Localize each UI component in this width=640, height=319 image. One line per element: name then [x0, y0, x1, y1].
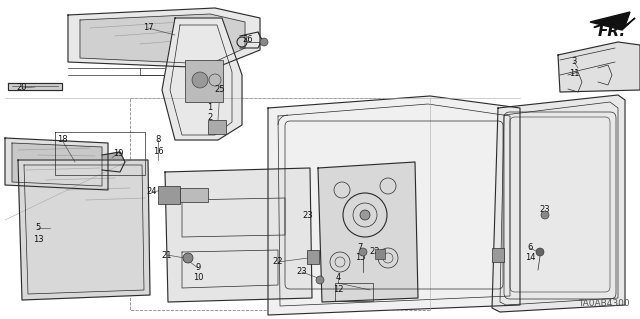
- Text: 1: 1: [207, 103, 212, 113]
- Text: FR.: FR.: [598, 25, 626, 40]
- Polygon shape: [492, 95, 625, 312]
- Polygon shape: [102, 152, 125, 172]
- Polygon shape: [558, 42, 640, 92]
- Text: 25: 25: [215, 85, 225, 94]
- Polygon shape: [5, 138, 108, 190]
- Text: 11: 11: [569, 69, 579, 78]
- Circle shape: [316, 276, 324, 284]
- Polygon shape: [318, 162, 418, 302]
- Text: 14: 14: [525, 254, 535, 263]
- Bar: [492, 248, 504, 262]
- Text: 12: 12: [333, 285, 343, 293]
- Text: 22: 22: [273, 257, 284, 266]
- Text: 26: 26: [243, 35, 253, 44]
- Text: 13: 13: [33, 234, 44, 243]
- Bar: [158, 186, 180, 204]
- Circle shape: [360, 210, 370, 220]
- Bar: [375, 249, 385, 259]
- Polygon shape: [268, 96, 520, 315]
- Polygon shape: [165, 168, 312, 302]
- Polygon shape: [18, 160, 150, 300]
- Text: 16: 16: [153, 147, 163, 157]
- Circle shape: [260, 38, 268, 46]
- Circle shape: [536, 248, 544, 256]
- Text: 2: 2: [207, 114, 212, 122]
- Text: 6: 6: [527, 243, 532, 253]
- Polygon shape: [80, 14, 245, 64]
- Polygon shape: [12, 143, 102, 186]
- Bar: [335, 283, 373, 301]
- Text: 9: 9: [195, 263, 200, 272]
- Text: 8: 8: [156, 136, 161, 145]
- Text: 5: 5: [35, 224, 40, 233]
- Text: TA0AB4300: TA0AB4300: [579, 299, 630, 308]
- Text: 21: 21: [162, 250, 172, 259]
- Text: 15: 15: [355, 254, 365, 263]
- Text: 24: 24: [147, 188, 157, 197]
- Text: 20: 20: [17, 84, 28, 93]
- Text: 3: 3: [572, 57, 577, 66]
- Polygon shape: [590, 12, 635, 30]
- Polygon shape: [68, 8, 260, 68]
- Circle shape: [541, 211, 549, 219]
- Text: 4: 4: [335, 273, 340, 283]
- Bar: [180, 188, 208, 202]
- Text: 23: 23: [540, 205, 550, 214]
- Text: 17: 17: [143, 24, 154, 33]
- Text: 23: 23: [303, 211, 314, 219]
- Text: 22: 22: [370, 248, 380, 256]
- Circle shape: [192, 72, 208, 88]
- Bar: [307, 250, 319, 264]
- Bar: [208, 120, 226, 134]
- Text: 18: 18: [57, 136, 67, 145]
- Circle shape: [359, 248, 367, 256]
- Polygon shape: [162, 18, 242, 140]
- Text: 23: 23: [297, 268, 307, 277]
- Circle shape: [183, 253, 193, 263]
- Text: 7: 7: [357, 243, 363, 253]
- Text: 19: 19: [113, 149, 124, 158]
- Bar: [185, 60, 223, 102]
- Text: 10: 10: [193, 273, 204, 283]
